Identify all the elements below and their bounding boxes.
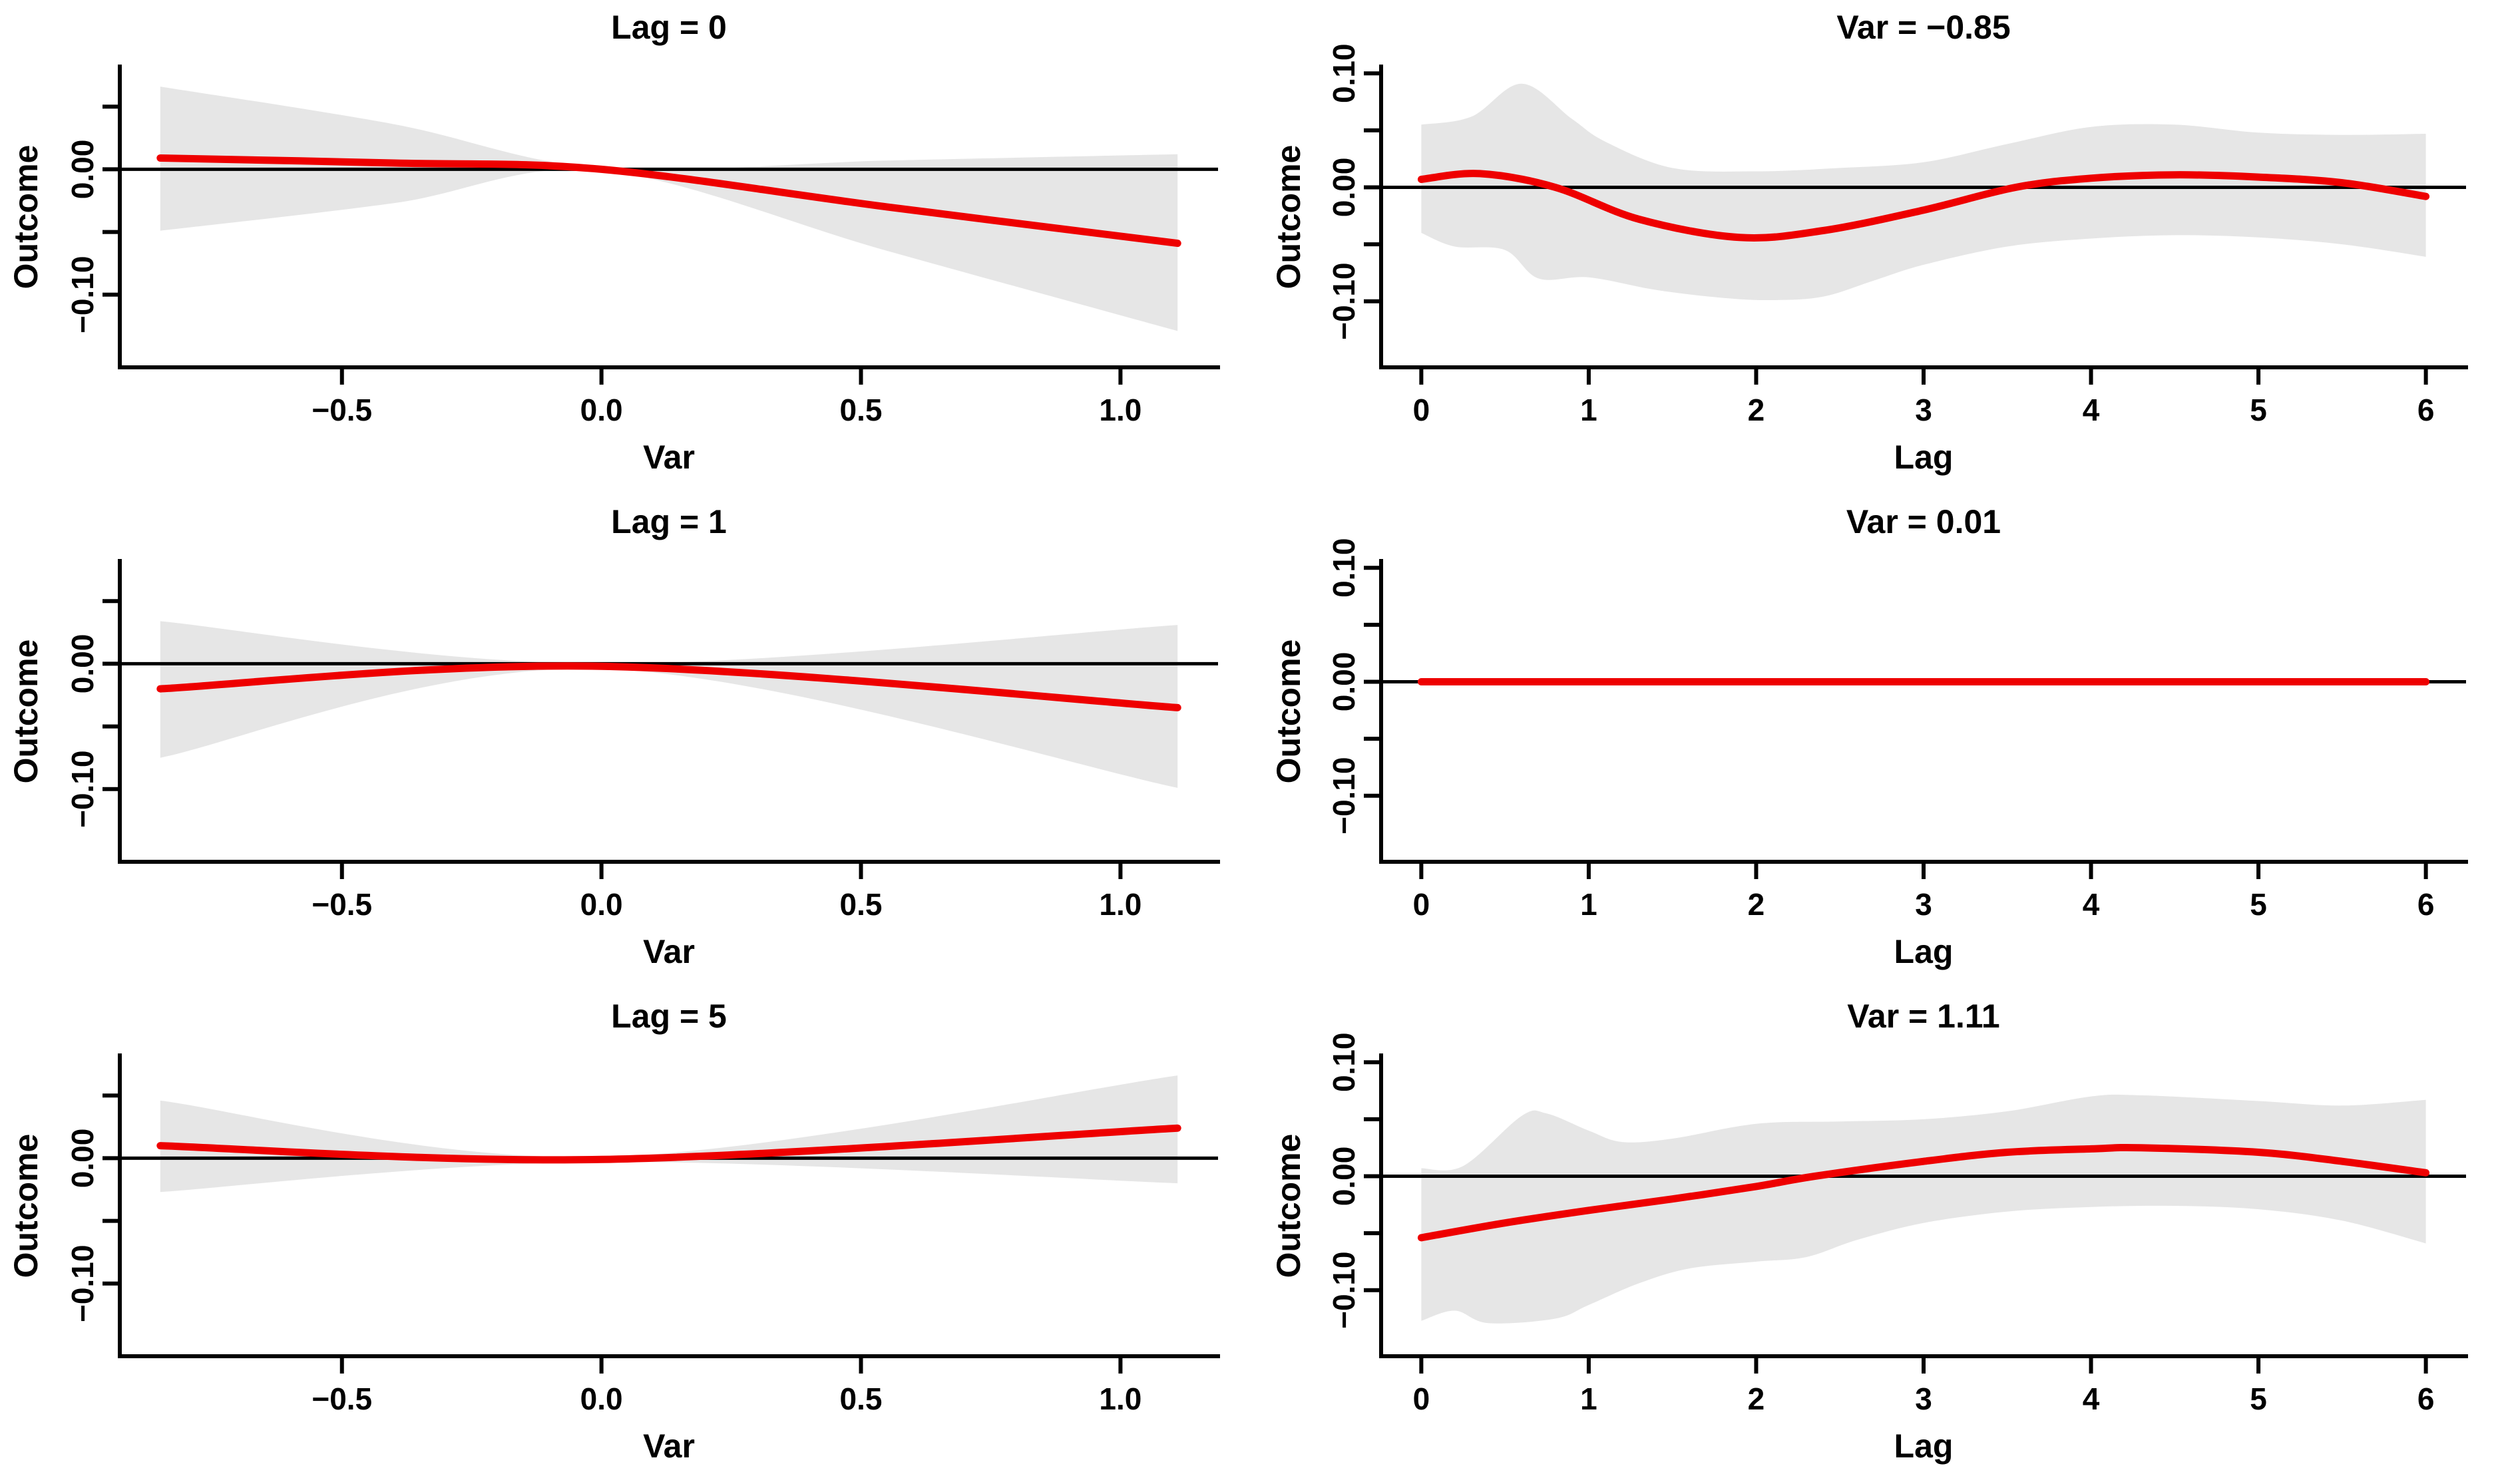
y-tick-label: −0.10 bbox=[65, 751, 100, 828]
effect-curve bbox=[156, 1124, 1181, 1164]
x-tick-label: 0.0 bbox=[580, 887, 623, 922]
confidence-band bbox=[160, 87, 1178, 331]
x-tick-label: 6 bbox=[2417, 887, 2435, 922]
panel-title: Var = −0.85 bbox=[1836, 9, 2010, 46]
y-tick-label: 0.10 bbox=[1327, 44, 1361, 104]
x-axis-label: Var bbox=[643, 933, 695, 970]
y-axis-label: Outcome bbox=[1270, 145, 1307, 289]
y-axis-label: Outcome bbox=[1270, 1134, 1307, 1278]
x-tick-label: 0.5 bbox=[840, 1382, 883, 1416]
x-tick-label: 2 bbox=[1748, 887, 1765, 922]
x-tick-label: 0.5 bbox=[840, 887, 883, 922]
panel-title: Var = 1.11 bbox=[1847, 998, 1999, 1035]
x-tick-label: 1 bbox=[1580, 393, 1597, 427]
x-tick-label: 6 bbox=[2417, 393, 2435, 427]
x-tick-label: 0.0 bbox=[580, 1382, 623, 1416]
subplot-var-neg-085: 0 1 2 3 4 5 6 0.10 0.00 −0.10 Var = −0.85 Lag Outcom… bbox=[1248, 0, 2496, 494]
x-tick-label: 1.0 bbox=[1099, 393, 1142, 427]
effect-curve bbox=[1417, 170, 2430, 242]
x-tick-label: 4 bbox=[2083, 1382, 2100, 1416]
y-tick-label: 0.10 bbox=[1327, 1033, 1361, 1093]
y-tick-label: −0.10 bbox=[65, 256, 100, 333]
x-tick-label: 4 bbox=[2083, 393, 2100, 427]
x-tick-label: 1 bbox=[1580, 1382, 1597, 1416]
x-tick-label: 3 bbox=[1915, 887, 1932, 922]
effect-curve bbox=[156, 662, 1181, 711]
y-tick-label: 0.00 bbox=[1327, 158, 1361, 218]
x-tick-label: 6 bbox=[2417, 1382, 2435, 1416]
y-tick-label: −0.10 bbox=[1327, 1251, 1361, 1328]
x-tick-label: 0.5 bbox=[840, 393, 883, 427]
x-axis-label: Lag bbox=[1894, 1427, 1954, 1465]
x-tick-label: 3 bbox=[1915, 393, 1932, 427]
y-tick-label: 0.10 bbox=[1327, 538, 1361, 598]
y-tick-label: −0.10 bbox=[65, 1245, 100, 1322]
confidence-band bbox=[160, 621, 1178, 788]
subplot-lag-1: −0.5 0.0 0.5 1.0 0.00 −0.10 Lag = 1 Var Outcome bbox=[0, 494, 1248, 989]
y-tick-label: −0.10 bbox=[1327, 262, 1361, 339]
confidence-band bbox=[1421, 83, 2426, 301]
x-tick-label: 0.0 bbox=[580, 393, 623, 427]
y-axis-label: Outcome bbox=[7, 145, 45, 289]
x-tick-label: −0.5 bbox=[312, 1382, 372, 1416]
x-tick-label: 1.0 bbox=[1099, 1382, 1142, 1416]
x-tick-label: −0.5 bbox=[312, 393, 372, 427]
x-tick-label: 4 bbox=[2083, 887, 2100, 922]
y-axis-label: Outcome bbox=[1270, 640, 1307, 784]
y-axis-label: Outcome bbox=[7, 640, 45, 784]
y-axis-label: Outcome bbox=[7, 1134, 45, 1278]
x-tick-label: 5 bbox=[2250, 393, 2267, 427]
x-tick-label: 3 bbox=[1915, 1382, 1932, 1416]
x-tick-label: 1 bbox=[1580, 887, 1597, 922]
subplot-lag-0: −0.5 0.0 0.5 1.0 0.00 −0.10 Lag = 0 Var Outcome bbox=[0, 0, 1248, 494]
x-axis-label: Lag bbox=[1894, 933, 1954, 970]
subplot-var-001: 0 1 2 3 4 5 6 0.10 0.00 −0.10 Var = 0.01 Lag Outcome bbox=[1248, 494, 2496, 989]
x-tick-label: 1.0 bbox=[1099, 887, 1142, 922]
y-tick-label: 0.00 bbox=[65, 1129, 100, 1189]
x-tick-label: 0 bbox=[1413, 1382, 1430, 1416]
x-axis-label: Var bbox=[643, 439, 695, 476]
y-tick-label: 0.00 bbox=[1327, 652, 1361, 712]
x-axis-label: Lag bbox=[1894, 439, 1954, 476]
subplot-var-111: 0 1 2 3 4 5 6 0.10 0.00 −0.10 Var = 1.11 Lag Outcome bbox=[1248, 989, 2496, 1483]
panel-title: Lag = 0 bbox=[611, 9, 727, 46]
subplot-lag-5: −0.5 0.0 0.5 1.0 0.00 −0.10 Lag = 5 Var Outcome bbox=[0, 989, 1248, 1483]
x-tick-label: 5 bbox=[2250, 1382, 2267, 1416]
effect-curve bbox=[1417, 1143, 2430, 1242]
x-tick-label: 5 bbox=[2250, 887, 2267, 922]
y-tick-label: 0.00 bbox=[1327, 1147, 1361, 1206]
panel-title: Lag = 1 bbox=[611, 503, 727, 540]
y-tick-label: 0.00 bbox=[65, 634, 100, 694]
confidence-band bbox=[1421, 1094, 2426, 1324]
effect-curve bbox=[156, 154, 1181, 248]
x-tick-label: 0 bbox=[1413, 393, 1430, 427]
x-tick-label: −0.5 bbox=[312, 887, 372, 922]
x-tick-label: 0 bbox=[1413, 887, 1430, 922]
x-tick-label: 2 bbox=[1748, 393, 1765, 427]
confidence-band bbox=[160, 1075, 1178, 1193]
panel-title: Lag = 5 bbox=[611, 998, 727, 1035]
y-tick-label: −0.10 bbox=[1327, 757, 1361, 834]
y-tick-label: 0.00 bbox=[65, 140, 100, 200]
panel-title: Var = 0.01 bbox=[1846, 503, 2001, 540]
x-tick-label: 2 bbox=[1748, 1382, 1765, 1416]
x-axis-label: Var bbox=[643, 1427, 695, 1465]
